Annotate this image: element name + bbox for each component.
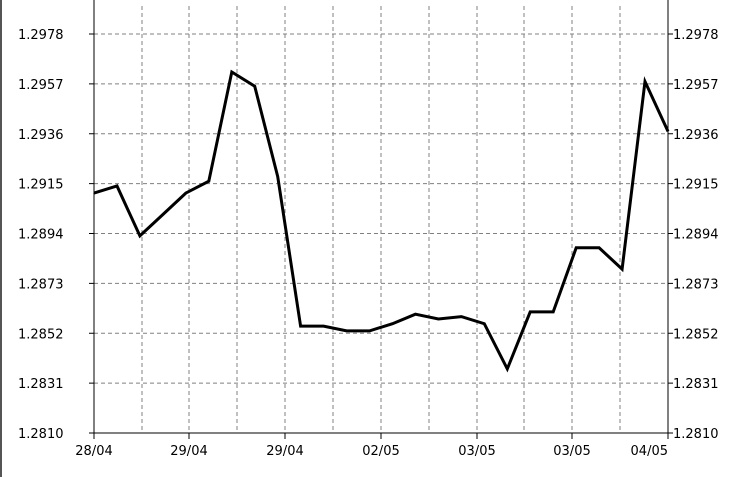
data-point (323, 325, 325, 327)
x-axis: 28/04 29/04 29/04 02/05 03/05 03/05 04/05 (75, 433, 669, 459)
data-point (391, 323, 394, 325)
data-point (208, 180, 210, 182)
x-tick-label: 04/05 (631, 444, 668, 459)
y-tick-label-left: 1.2915 (18, 178, 64, 193)
data-point (667, 130, 669, 132)
y-axis-left: 1.2810 1.2831 1.2852 1.2873 1.2894 1.2915 1.29… (18, 28, 94, 442)
x-tick-label: 02/05 (362, 444, 399, 459)
data-point (414, 313, 416, 315)
y-tick-label-right: 1.2936 (673, 128, 719, 143)
y-tick-label-right: 1.2810 (673, 427, 719, 442)
y-tick-label-left: 1.2873 (18, 277, 64, 292)
x-tick-label: 29/04 (170, 444, 207, 459)
data-point (254, 85, 256, 87)
data-point (621, 268, 623, 270)
data-point (437, 318, 439, 320)
y-axis-right: 1.2810 1.2831 1.2852 1.2873 1.2894 1.2915 1.29… (668, 28, 719, 442)
left-frame-border (0, 0, 2, 477)
data-point (575, 247, 577, 249)
y-tick-label-left: 1.2810 (18, 427, 64, 442)
y-tick-label-left: 1.2957 (18, 78, 64, 93)
y-tick-label-right: 1.2831 (673, 377, 719, 392)
data-point (300, 325, 302, 327)
x-tick-label: 03/05 (553, 444, 590, 459)
y-tick-label-right: 1.2873 (673, 277, 719, 292)
series-line (93, 69, 670, 373)
data-point (185, 192, 187, 194)
data-point (598, 247, 600, 249)
x-tick-label: 29/04 (266, 444, 303, 459)
y-tick-label-left: 1.2852 (18, 327, 64, 342)
data-point (529, 311, 531, 313)
y-tick-label-right: 1.2894 (673, 228, 719, 243)
data-point (139, 235, 141, 237)
grid (94, 6, 668, 433)
series-group (93, 69, 670, 373)
y-tick-label-right: 1.2978 (673, 28, 719, 43)
data-point (116, 185, 118, 187)
data-point (346, 330, 348, 332)
data-point (231, 71, 233, 73)
data-point (368, 330, 371, 332)
y-tick-label-left: 1.2978 (18, 28, 64, 43)
y-tick-label-left: 1.2894 (18, 228, 64, 243)
data-point (506, 368, 508, 370)
data-point (644, 80, 646, 83)
y-tick-label-right: 1.2852 (673, 327, 719, 342)
data-point (93, 192, 95, 194)
x-tick-label: 28/04 (75, 444, 112, 459)
y-tick-label-right: 1.2957 (673, 78, 719, 93)
y-tick-label-right: 1.2915 (673, 178, 719, 193)
data-point (162, 213, 164, 216)
y-tick-label-left: 1.2936 (18, 128, 64, 143)
x-tick-label: 03/05 (458, 444, 495, 459)
data-point (277, 175, 279, 178)
y-tick-label-left: 1.2831 (18, 377, 64, 392)
data-point (483, 323, 485, 325)
data-point (552, 311, 554, 313)
data-point (460, 316, 462, 318)
